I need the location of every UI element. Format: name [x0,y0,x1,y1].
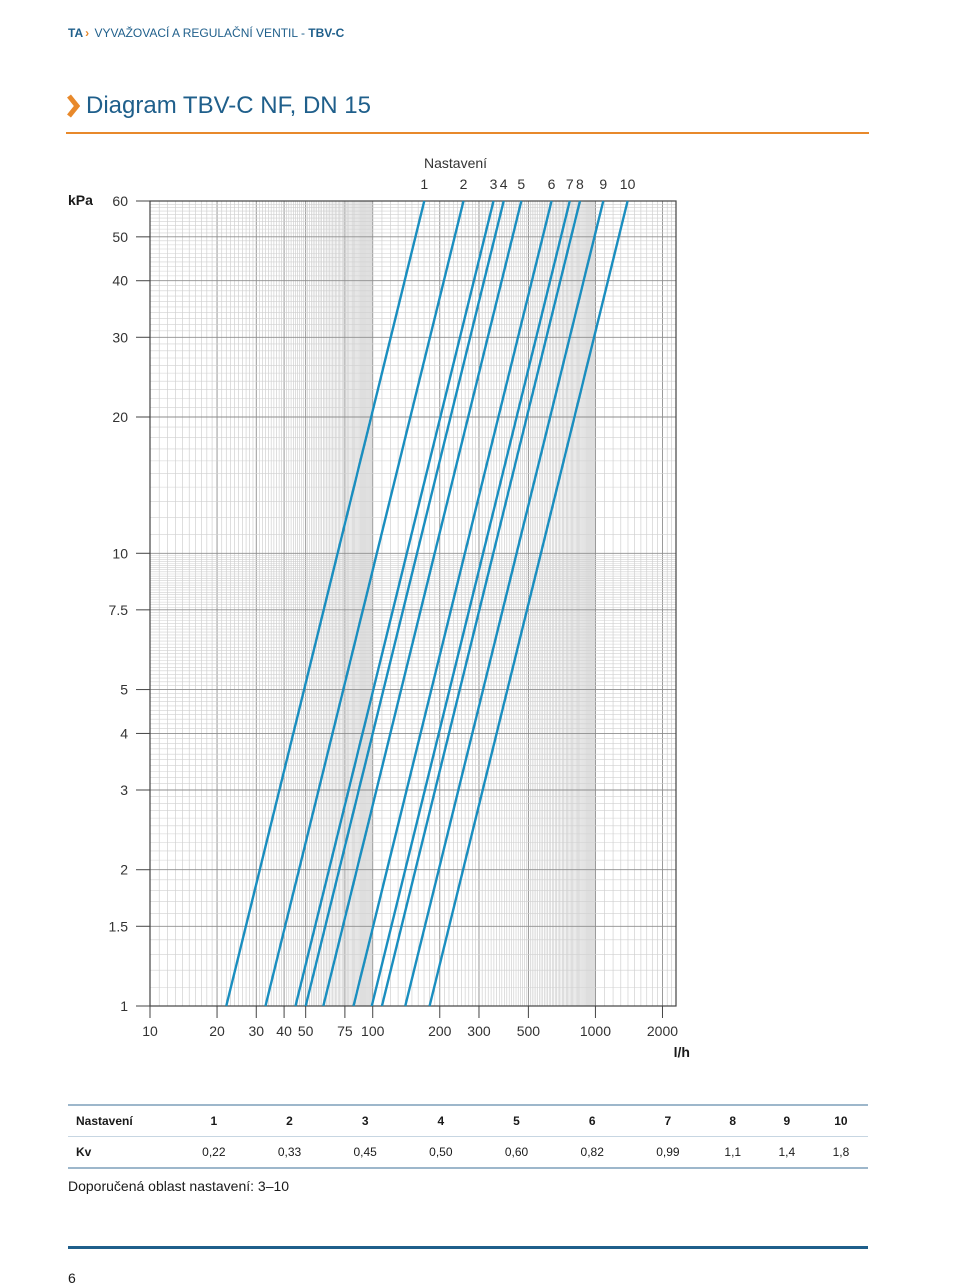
series-line-4 [304,200,505,1007]
chart-legend: 1 2 3 4 5 6 7 8 9 10 [420,176,635,192]
x-tick-label: 20 [209,1023,225,1039]
chevron-right-icon: › [85,26,90,40]
kv-cell: 1,8 [813,1136,868,1169]
x-tick-label: 40 [276,1023,292,1039]
title-divider [66,132,869,134]
series-label-4: 4 [500,176,508,192]
chart-title: Nastavení [424,155,487,171]
kv-cell: 1,4 [759,1136,814,1169]
kv-cell: 0,33 [251,1136,328,1169]
chart-ticks: 60 50 40 30 20 10 7.5 5 4 3 2 1.5 1 10 20 30 40 50 75 100 20… [109,193,679,1039]
x-tick-label: 200 [428,1023,452,1039]
x-tick-label: 2000 [647,1023,678,1039]
y-tick-label: 7.5 [109,602,129,618]
kv-table: Nastavení 1 2 3 4 5 6 7 8 9 10 Kv 0,22 0,33 0,45 0,5… [68,1104,868,1169]
series-line-6 [352,200,553,1007]
series-label-10: 10 [620,176,636,192]
x-tick-label: 1000 [580,1023,611,1039]
series-line-1 [225,200,426,1007]
y-tick-label: 10 [112,545,128,561]
chevron-right-icon [67,94,80,118]
series-line-3 [294,200,495,1007]
series-line-9 [404,200,605,1007]
series-label-1: 1 [420,176,428,192]
page-title-row: Diagram TBV-C NF, DN 15 [66,92,371,120]
y-tick-label: 2 [120,862,128,878]
page-title: Diagram TBV-C NF, DN 15 [86,92,371,119]
series-line-7 [370,200,571,1007]
series-label-5: 5 [517,176,525,192]
product-name: VYVAŽOVACÍ A REGULAČNÍ VENTIL - [94,26,309,40]
x-axis-label: l/h [674,1044,690,1060]
chart-series-group [225,200,629,1007]
kv-cell: 0,99 [630,1136,706,1169]
y-tick-label: 4 [120,725,128,741]
y-tick-label: 20 [112,409,128,425]
series-line-5 [322,200,523,1007]
setting-cell: 3 [327,1104,404,1137]
plot-frame [149,200,677,1007]
kv-cell: 1,1 [705,1136,760,1169]
series-label-6: 6 [548,176,556,192]
x-tick-label: 300 [467,1023,491,1039]
x-tick-label: 75 [337,1023,353,1039]
y-tick-label: 1.5 [109,918,129,934]
y-tick-label: 1 [120,998,128,1014]
footer-divider [68,1246,868,1249]
y-tick-label: 30 [112,329,128,345]
setting-cell: 10 [813,1104,868,1137]
y-tick-label: 5 [120,682,128,698]
kv-cell: 0,45 [327,1136,404,1169]
y-axis-label: kPa [68,192,93,208]
brand-logo: TA [68,26,84,40]
series-label-3: 3 [490,176,498,192]
kv-cell: 0,22 [176,1136,252,1169]
x-tick-label: 10 [142,1023,158,1039]
setting-cell: 4 [403,1104,479,1137]
y-tick-label: 3 [120,782,128,798]
kv-cell: 0,60 [478,1136,555,1169]
series-label-8: 8 [576,176,584,192]
setting-cell: 6 [554,1104,631,1137]
kv-cell: 0,50 [403,1136,479,1169]
row-label: Nastavení [68,1104,176,1137]
x-tick-label: 50 [298,1023,314,1039]
x-tick-label: 30 [248,1023,264,1039]
setting-cell: 5 [478,1104,555,1137]
row-label: Kv [68,1136,176,1169]
series-label-7: 7 [566,176,574,192]
setting-cell: 7 [630,1104,706,1137]
page-number: 6 [68,1270,76,1286]
y-tick-label: 60 [112,193,128,209]
series-line-8 [380,200,582,1007]
setting-cell: 8 [705,1104,760,1137]
setting-cell: 2 [251,1104,328,1137]
x-tick-label: 500 [517,1023,541,1039]
recommended-range-note: Doporučená oblast nastavení: 3–10 [68,1178,290,1194]
series-label-9: 9 [599,176,607,192]
series-line-2 [264,200,465,1007]
kv-row: Kv 0,22 0,33 0,45 0,50 0,60 0,82 0,99 1,1 1,4 1,8 [68,1136,868,1169]
series-line-10 [428,200,629,1007]
running-header: TA › VYVAŽOVACÍ A REGULAČNÍ VENTIL - TBV-… [68,26,344,40]
y-tick-label: 40 [112,273,128,289]
y-tick-label: 50 [112,229,128,245]
setting-cell: 1 [176,1104,252,1137]
setting-cell: 9 [759,1104,814,1137]
product-model: TBV-C [308,26,345,40]
chart-grid [149,200,677,1007]
x-tick-label: 100 [361,1023,385,1039]
kv-cell: 0,82 [554,1136,631,1169]
settings-row: Nastavení 1 2 3 4 5 6 7 8 9 10 [68,1104,868,1137]
series-label-2: 2 [460,176,468,192]
